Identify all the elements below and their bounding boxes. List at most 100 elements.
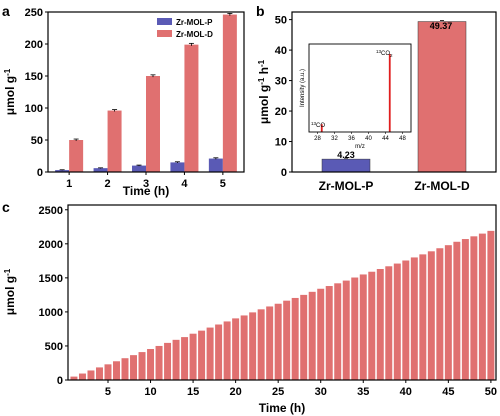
panel-a: a 0 50 100 150 200 250 1 2 3 4 5 Time (h) μmol g-… [2,3,245,198]
x-tick-label: 25 [272,386,284,398]
bar-hour-29 [308,291,316,380]
inset-x-tick-label: 40 [365,136,372,142]
panel-c-plot [70,230,495,380]
bar-hour-23 [257,309,265,380]
y-tick-label: 20 [275,106,287,118]
bar-hour-25 [274,303,282,380]
inset-x-tick-label: 48 [399,136,406,142]
panel-c-frame [67,204,497,381]
y-tick-label: 50 [31,135,43,147]
bar-hour-45 [444,245,452,380]
bar-hour-43 [427,251,435,380]
inset-x-tick-label: 36 [348,136,355,142]
bar-hour-20 [232,318,240,380]
bar-hour-50 [487,230,495,380]
panel-a-ylabel: μmol g-1 [3,68,17,115]
panel-b-frame [291,11,497,173]
bar-hour-42 [419,254,427,380]
panel-b-ylabel: μmol g-1 h-1 [257,59,271,124]
panel-b: b 0 10 20 30 40 50 Zr-MOL-P Zr-MOL-D 4.23 49.… [256,3,497,193]
x-tick-label: 5 [220,178,226,190]
panel-b-inset: 28 32 36 40 44 48 m/z Intensity (a.u.) 13CO 1… [300,43,412,150]
inset-background [309,44,411,132]
y-tick-label: 2000 [39,239,63,251]
panel-c-letter: c [2,199,10,215]
bar-hour-10 [147,349,155,380]
panel-a-yticks: 0 50 100 150 200 250 [25,7,48,179]
bar-p-3 [132,165,146,172]
y-tick-label: 250 [25,7,43,19]
bar-hour-13 [172,339,180,380]
bar-hour-38 [385,266,393,380]
panel-c: c 0 500 1000 1500 2000 2500 5 10 15 20 25 30 35 40 45… [2,199,497,415]
bar-hour-2 [78,373,86,380]
y-tick-label: 40 [275,45,287,57]
bar-hour-16 [198,330,206,380]
panel-c-xticks: 5 10 15 20 25 30 35 40 45 50 [105,380,497,398]
bar-d-5 [222,14,237,173]
bar-d-3 [146,76,160,172]
y-tick-label: 200 [25,39,43,51]
bar-hour-17 [206,327,214,380]
inset-frame [308,43,412,133]
bar-hour-27 [291,297,299,380]
x-tick-label: 40 [400,386,412,398]
y-tick-label: 1500 [39,273,63,285]
inset-plot [320,54,391,132]
bar-hour-26 [283,300,291,380]
bar-hour-24 [266,306,274,380]
panel-c-ylabel: μmol g-1 [3,268,17,315]
panel-b-label-d: 49.37 [430,21,453,31]
bar-hour-5 [104,364,112,380]
y-tick-label: 150 [25,71,43,83]
legend-label-d: Zr-MOL-D [176,30,213,39]
inset-ylabel: Intensity (a.u.) [300,69,306,107]
bar-hour-31 [325,286,333,380]
bar-d-2 [107,110,122,172]
bar-hour-33 [342,280,350,380]
y-tick-label: 10 [275,137,287,149]
bar-p-2 [93,168,108,172]
panel-c-yticks: 0 500 1000 1500 2000 2500 [39,205,68,387]
bar-p-5 [208,158,223,172]
legend-swatch-d [157,30,172,37]
panel-c-xlabel: Time (h) [259,401,305,415]
bar-p [321,158,371,173]
bar-hour-41 [410,257,418,380]
panel-b-label-p: 4.23 [337,150,355,160]
y-tick-label: 1000 [39,307,63,319]
x-tick-label: 4 [181,178,188,190]
inset-peak-label-co: 13CO [311,121,325,129]
bar-hour-11 [155,345,163,380]
legend-swatch-p [157,18,172,25]
inset-x-tick-label: 32 [331,136,338,142]
x-tick-label: 20 [230,386,242,398]
inset-peak-29 [320,124,323,132]
x-tick-label: 2 [105,178,111,190]
bar-d-1 [69,140,84,172]
panel-a-legend: Zr-MOL-P Zr-MOL-D [157,18,213,39]
y-tick-label: 500 [45,341,63,353]
bar-hour-34 [351,277,359,380]
x-tick-label: 45 [442,386,454,398]
legend-label-p: Zr-MOL-P [176,18,213,27]
inset-peak-label-co2: 13CO2 [376,49,393,58]
bar-hour-19 [223,321,231,380]
y-tick-label: 0 [281,167,287,179]
x-tick-label: 3 [143,178,149,190]
y-tick-label: 2500 [39,205,63,217]
bar-hour-36 [368,271,376,380]
bar-hour-6 [113,361,120,380]
bar-hour-40 [402,260,410,380]
bar-hour-7 [121,358,129,380]
bar-p-4 [170,162,185,172]
x-tick-label: 35 [357,386,369,398]
bar-hour-46 [453,241,461,380]
bar-hour-9 [138,352,146,380]
panel-b-cat-d: Zr-MOL-D [414,179,470,193]
x-tick-label: 50 [485,386,497,398]
inset-xticks: 28 32 36 40 44 48 [314,132,406,142]
x-tick-label: 5 [105,386,111,398]
bar-hour-32 [334,283,342,380]
